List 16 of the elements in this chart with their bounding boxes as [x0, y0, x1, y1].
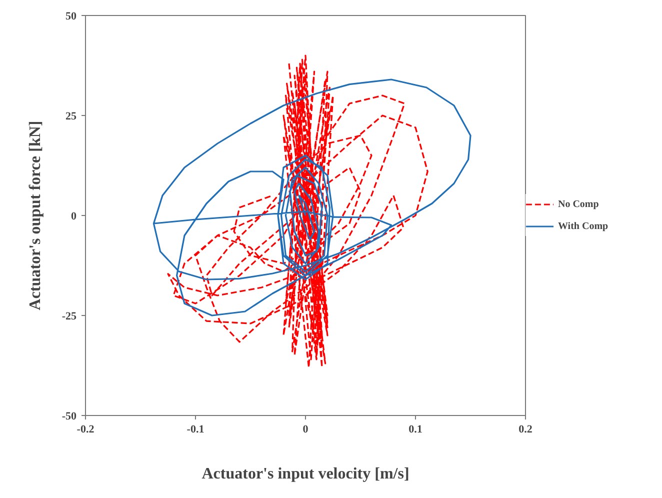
x-tick-label: 0.1: [408, 424, 422, 436]
x-axis-title: Actuator's input velocity [m/s]: [202, 466, 410, 482]
legend-label: With Comp: [558, 220, 608, 232]
y-tick-label: 25: [66, 110, 77, 122]
y-tick-label: -25: [62, 310, 77, 322]
y-tick-label: -50: [62, 410, 77, 422]
line-series: [152, 78, 472, 316]
line-series: [167, 54, 428, 368]
y-axis-title: Actuator's ouput force [kN]: [26, 120, 44, 310]
y-tick-label: 0: [71, 210, 77, 222]
x-tick-label: 0.2: [518, 424, 533, 436]
legend-label: No Comp: [558, 198, 599, 210]
x-tick-label: 0: [302, 424, 309, 436]
y-tick-label: 50: [66, 10, 77, 22]
x-tick-label: -0.1: [186, 424, 204, 436]
x-tick-label: -0.2: [76, 424, 95, 436]
